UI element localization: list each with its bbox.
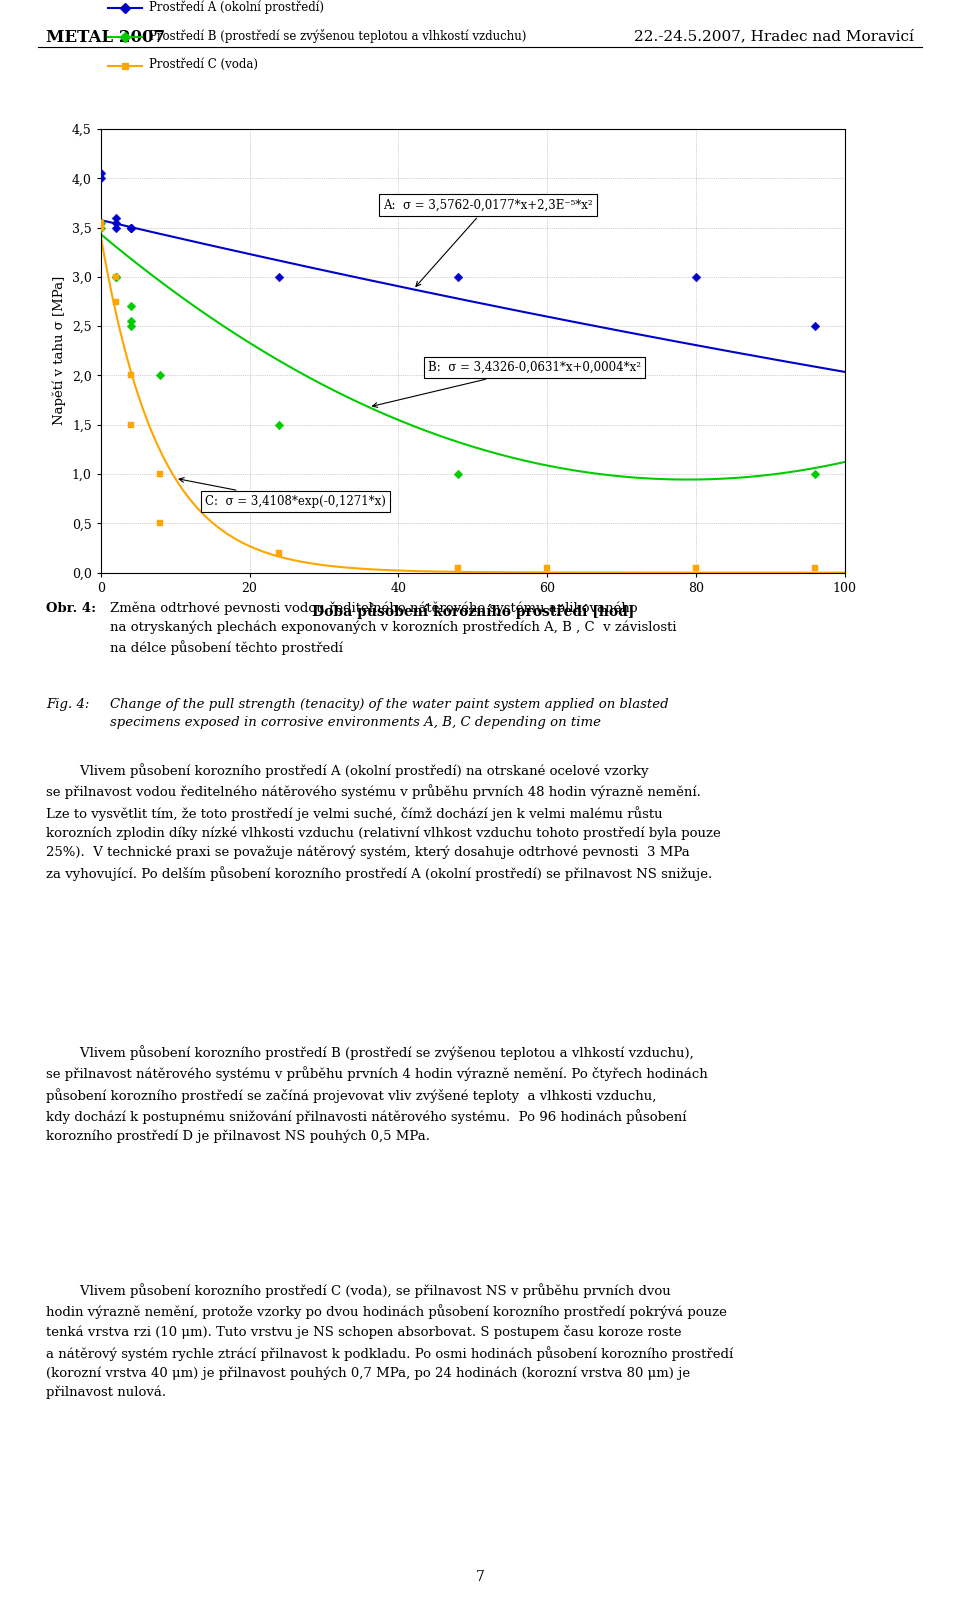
Y-axis label: Napětí v tahu σ [MPa]: Napětí v tahu σ [MPa] xyxy=(53,276,66,426)
Text: Vlivem působení korozního prostředí A (okolní prostředí) na otrskané ocelové vzo: Vlivem působení korozního prostředí A (o… xyxy=(46,763,721,881)
Point xyxy=(93,161,108,187)
Point xyxy=(123,313,138,339)
Point xyxy=(807,555,823,581)
Point xyxy=(807,313,823,339)
Text: Obr. 4:: Obr. 4: xyxy=(46,602,96,615)
Point xyxy=(450,265,466,290)
Point xyxy=(153,363,168,389)
Text: Prostředí A (okolní prostředí): Prostředí A (okolní prostředí) xyxy=(149,0,324,13)
Point xyxy=(123,215,138,240)
Point xyxy=(123,411,138,437)
Point xyxy=(272,540,287,566)
Text: Vlivem působení korozního prostředí B (prostředí se zvýšenou teplotou a vlhkostí: Vlivem působení korozního prostředí B (p… xyxy=(46,1045,708,1144)
Text: Change of the pull strength (tenacity) of the water paint system applied on blas: Change of the pull strength (tenacity) o… xyxy=(110,698,669,729)
Point xyxy=(108,265,123,290)
Point xyxy=(123,308,138,334)
Point xyxy=(123,363,138,389)
Point xyxy=(540,555,555,581)
Point xyxy=(108,215,123,240)
Text: B:  σ = 3,4326-0,0631*x+0,0004*x²: B: σ = 3,4326-0,0631*x+0,0004*x² xyxy=(372,361,641,408)
Point xyxy=(153,510,168,536)
Point xyxy=(108,205,123,231)
Point xyxy=(272,265,287,290)
Point xyxy=(807,461,823,487)
X-axis label: Doba působení korozního prostředí [hod]: Doba působení korozního prostředí [hod] xyxy=(312,603,634,619)
Point xyxy=(153,461,168,487)
Point xyxy=(108,289,123,315)
Point xyxy=(123,215,138,240)
Text: C:  σ = 3,4108*exp(-0,1271*x): C: σ = 3,4108*exp(-0,1271*x) xyxy=(180,477,386,508)
Point xyxy=(688,265,704,290)
Point xyxy=(93,215,108,240)
Point xyxy=(108,210,123,235)
Point xyxy=(272,411,287,437)
Point xyxy=(93,210,108,235)
Point xyxy=(123,294,138,319)
Point xyxy=(450,555,466,581)
Point xyxy=(123,215,138,240)
Point xyxy=(93,210,108,235)
Text: 22.-24.5.2007, Hradec nad Moravicí: 22.-24.5.2007, Hradec nad Moravicí xyxy=(634,29,914,44)
Text: 7: 7 xyxy=(475,1569,485,1584)
Point xyxy=(688,555,704,581)
Point xyxy=(108,265,123,290)
Point xyxy=(93,166,108,192)
Point xyxy=(450,461,466,487)
Text: METAL 2007: METAL 2007 xyxy=(46,29,165,47)
Point xyxy=(108,265,123,290)
Text: Vlivem působení korozního prostředí C (voda), se přilnavost NS v průběhu prvních: Vlivem působení korozního prostředí C (v… xyxy=(46,1282,733,1398)
Text: Fig. 4:: Fig. 4: xyxy=(46,698,89,711)
Text: Prostředí B (prostředí se zvýšenou teplotou a vlhkostí vzduchu): Prostředí B (prostředí se zvýšenou teplo… xyxy=(149,29,526,44)
Text: Prostředí C (voda): Prostředí C (voda) xyxy=(149,58,258,71)
Point xyxy=(93,215,108,240)
Text: A:  σ = 3,5762-0,0177*x+2,3E⁻⁵*x²: A: σ = 3,5762-0,0177*x+2,3E⁻⁵*x² xyxy=(384,198,593,287)
Text: Změna odtrhové pevnosti vodou ředitelného nátěrového systému aplikovaného
na otr: Změna odtrhové pevnosti vodou ředitelnéh… xyxy=(110,602,677,655)
